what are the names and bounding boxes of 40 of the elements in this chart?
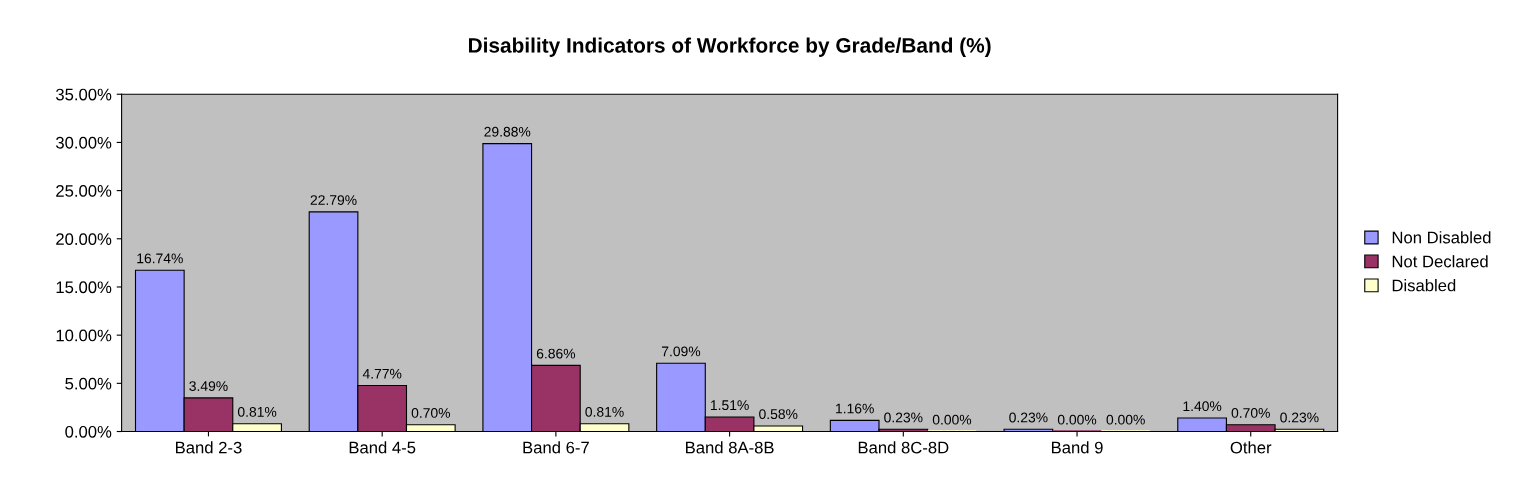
data-label: 0.58% (759, 409, 798, 420)
data-label: 1.40% (1183, 401, 1222, 412)
data-label: 3.49% (189, 381, 228, 391)
data-label: 0.81% (237, 406, 277, 417)
data-label: 0.00% (1057, 414, 1097, 425)
data-label: 6.86% (536, 348, 576, 359)
y-tick-label: 10.00% (56, 329, 112, 342)
data-label: 22.79% (310, 195, 357, 205)
x-tick-label: Other (1230, 441, 1272, 454)
y-tick-label: 20.00% (56, 233, 112, 245)
y-tick-label: 30.00% (55, 136, 112, 149)
data-label: 7.09% (661, 346, 701, 357)
data-label: 16.74% (137, 253, 183, 264)
y-tick-label: 0.00% (65, 425, 112, 438)
data-label: 0.23% (884, 412, 923, 423)
x-tick-label: Band 9 (1051, 441, 1103, 454)
legend-label: Non Disabled (1392, 231, 1491, 244)
data-label: 4.77% (362, 368, 402, 379)
data-label: 0.23% (1280, 412, 1319, 423)
x-tick-label: Band 4-5 (349, 441, 416, 454)
data-label: 0.00% (1106, 414, 1145, 425)
legend-label: Not Declared (1392, 255, 1488, 268)
data-label: 1.51% (710, 400, 749, 411)
x-tick-label: Band 2-3 (176, 441, 242, 454)
data-label: 0.70% (1231, 408, 1270, 418)
data-label: 0.81% (585, 406, 624, 417)
data-label: 0.23% (1009, 412, 1048, 423)
y-tick-label: 5.00% (65, 377, 112, 390)
x-tick-label: Band 8A-8B (686, 441, 774, 454)
chart-title: Disability Indicators of Workforce by Grade/Band (%) (468, 37, 991, 57)
data-label: 29.88% (484, 126, 531, 137)
y-tick-label: 25.00% (56, 185, 112, 197)
data-label: 0.00% (932, 414, 972, 425)
y-tick-label: 15.00% (56, 281, 112, 294)
x-tick-label: Band 8C-8D (858, 441, 949, 454)
legend-label: Disabled (1392, 279, 1456, 292)
y-tick-label: 35.00% (55, 88, 112, 101)
data-label: 1.16% (836, 403, 874, 414)
data-label: 0.70% (411, 408, 451, 418)
x-tick-label: Band 6-7 (523, 441, 589, 454)
